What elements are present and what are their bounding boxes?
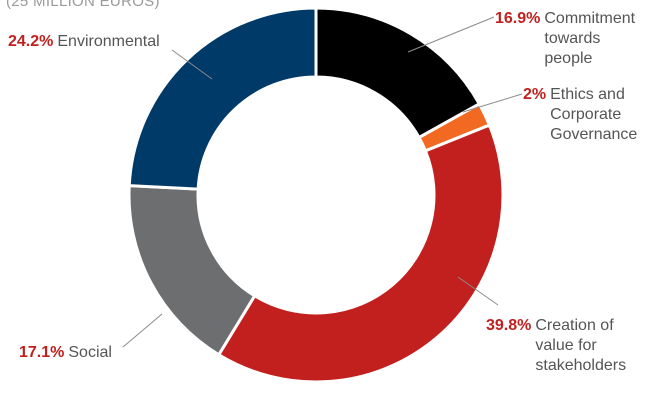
- label-text: Environmental: [57, 33, 160, 50]
- label-text: Social: [68, 344, 112, 361]
- connector-ethics-and-corporate-governance: [462, 93, 523, 113]
- label-creation-of-value-for-stakeholders: 39.8% Creation of value for stakeholders: [486, 316, 626, 376]
- label-percent: 39.8%: [486, 317, 532, 334]
- connector-creation-of-value-for-stakeholders: [457, 276, 499, 306]
- label-percent: 24.2%: [8, 33, 54, 50]
- label-text: Creation of value for stakeholders: [535, 317, 627, 374]
- connector-environmental: [171, 49, 213, 80]
- slice-environmental: [127, 6, 318, 191]
- slice-social: [127, 184, 257, 357]
- label-text: Commitment towards people: [544, 10, 636, 67]
- connector-social: [122, 313, 163, 348]
- slice-creation-of-value-for-stakeholders: [216, 123, 505, 384]
- label-commitment-towards-people: 16.9% Commitment towards people: [495, 9, 635, 69]
- connector-commitment-towards-people: [407, 16, 495, 53]
- label-percent: 17.1%: [19, 344, 65, 361]
- label-ethics-and-corporate-governance: 2% Ethics and Corporate Governance: [523, 85, 637, 145]
- label-social: 17.1% Social: [19, 343, 112, 363]
- label-percent: 2%: [523, 86, 547, 103]
- label-environmental: 24.2% Environmental: [8, 32, 160, 52]
- chart-subtitle: (25 MILLION EUROS): [6, 0, 160, 10]
- label-text: Ethics and Corporate Governance: [550, 86, 638, 143]
- label-percent: 16.9%: [495, 10, 541, 27]
